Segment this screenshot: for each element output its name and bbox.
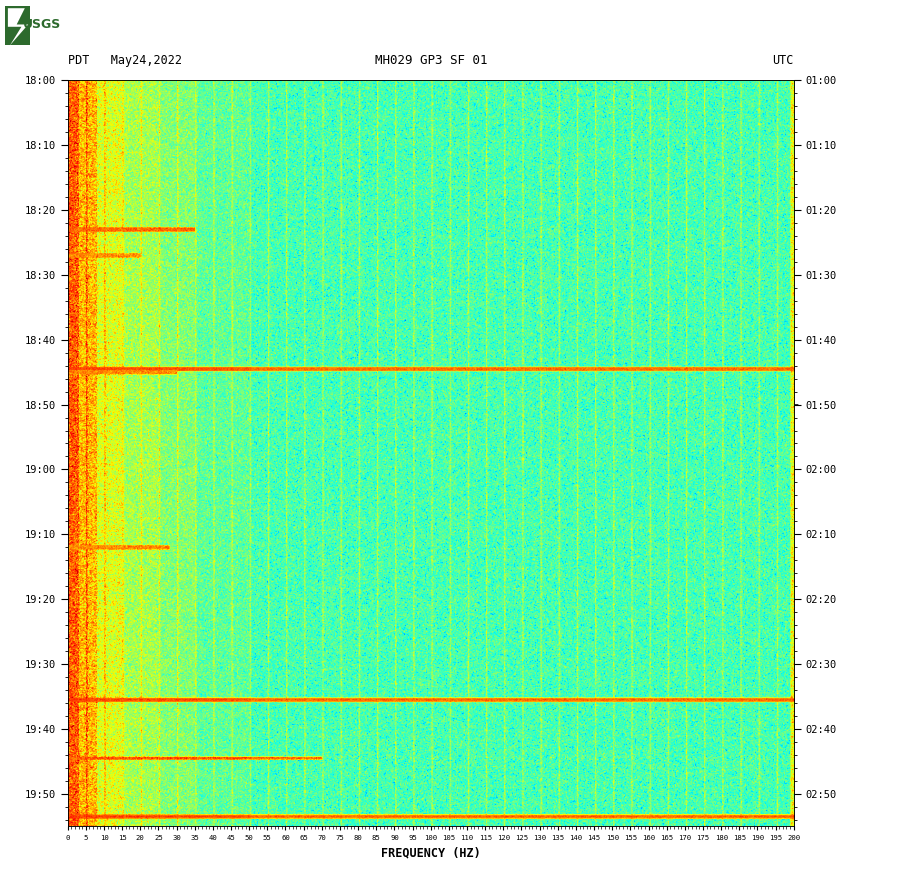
Text: –: –: [794, 205, 798, 215]
Text: –: –: [794, 140, 798, 150]
X-axis label: FREQUENCY (HZ): FREQUENCY (HZ): [381, 847, 481, 860]
FancyBboxPatch shape: [5, 6, 31, 46]
Text: –: –: [794, 75, 798, 86]
Text: –: –: [794, 594, 798, 604]
Text: –: –: [794, 399, 798, 410]
Text: –: –: [794, 335, 798, 345]
Text: –: –: [794, 530, 798, 539]
Text: –: –: [794, 270, 798, 280]
Polygon shape: [8, 8, 28, 46]
Text: UTC: UTC: [772, 54, 794, 67]
Text: PDT   May24,2022: PDT May24,2022: [68, 54, 181, 67]
Text: –: –: [794, 789, 798, 798]
Text: –: –: [794, 723, 798, 734]
Text: –: –: [794, 464, 798, 474]
Text: USGS: USGS: [23, 18, 60, 31]
Text: –: –: [794, 659, 798, 669]
Text: MH029 GP3 SF 01: MH029 GP3 SF 01: [375, 54, 487, 67]
